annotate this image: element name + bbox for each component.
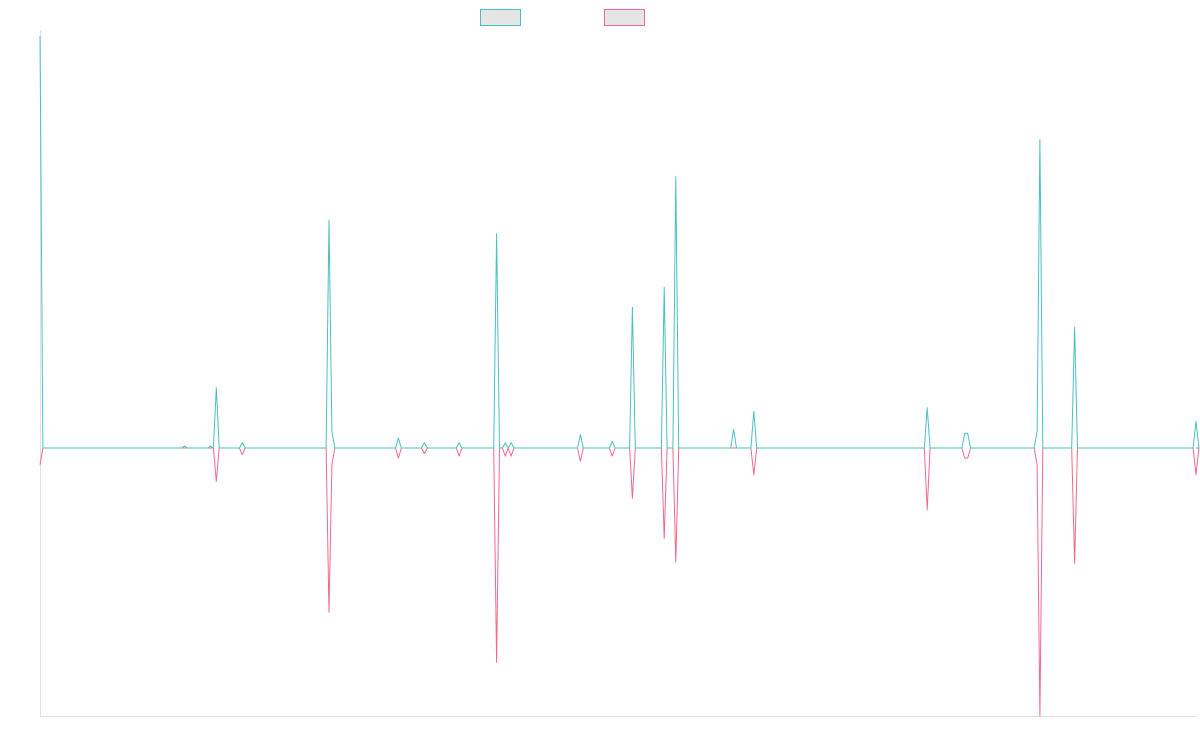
series-line-2: [39, 447, 1200, 717]
legend-swatch-2[interactable]: [604, 9, 645, 26]
legend[interactable]: [480, 9, 645, 26]
series-line-1: [39, 35, 1200, 449]
plot-area: [39, 35, 1200, 717]
legend-swatch-1[interactable]: [480, 9, 521, 26]
